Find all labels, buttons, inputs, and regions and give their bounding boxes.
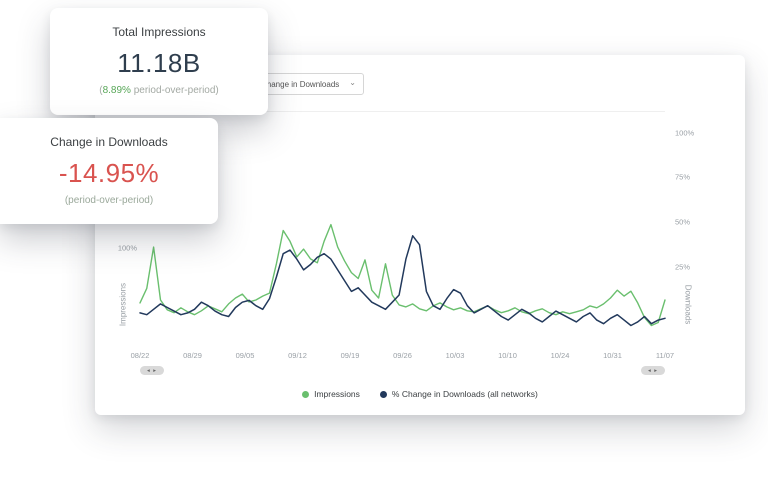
right-axis-tick: 75% xyxy=(675,172,691,182)
right-axis-tick: 25% xyxy=(675,262,691,272)
x-axis-tick-label: 10/24 xyxy=(550,351,570,360)
x-axis-tick-label: 09/12 xyxy=(288,351,307,360)
x-axis-tick-label: 10/03 xyxy=(445,351,465,360)
legend-dot-icon xyxy=(302,390,310,398)
chart-plot-area xyxy=(139,111,666,347)
x-axis-tick-label: 10/10 xyxy=(498,351,517,360)
x-axis-tick-label: 10/31 xyxy=(603,351,622,360)
left-axis-tick: 100% xyxy=(117,243,137,253)
chart-series-left xyxy=(139,223,666,327)
chart-scroll-left-control[interactable]: ◂ ▸ xyxy=(140,366,164,375)
right-axis-title: Downloads xyxy=(683,284,693,325)
chart-series-right xyxy=(139,235,666,327)
stat-card-subtitle: (period-over-period) xyxy=(64,195,154,206)
paren-open: ( xyxy=(99,85,103,96)
left-axis-title: Impressions xyxy=(118,282,128,327)
stat-card-total-impressions: Total Impressions 11.18B (8.89% period-o… xyxy=(50,8,268,115)
x-axis-tick-label: 08/22 xyxy=(130,351,150,360)
legend-dot-icon xyxy=(379,390,387,398)
x-axis-tick-label: 09/26 xyxy=(393,351,412,360)
chart-legend: Impressions % Change in Downloads (all ne… xyxy=(95,386,745,402)
legend-item-0[interactable]: Impressions xyxy=(302,389,360,399)
right-axis-ticks: 100% 75% 50% 25% xyxy=(675,111,715,346)
legend-label: % Change in Downloads (all networks) xyxy=(391,389,538,399)
stat-card-value: 11.18B xyxy=(117,48,201,78)
stat-card-change-in-downloads: Change in Downloads -14.95% (period-over… xyxy=(0,118,218,224)
delta-percent: 8.89% xyxy=(102,85,131,96)
x-axis-tick-label: 08/29 xyxy=(183,351,202,360)
metric-select-dropdown[interactable]: Change in Downloads ⌄ xyxy=(253,73,364,95)
chart-scroll-right-control[interactable]: ◂ ▸ xyxy=(641,366,665,375)
right-axis-tick: 50% xyxy=(675,217,691,227)
stat-card-value: -14.95% xyxy=(58,158,160,188)
metric-select-value: Change in Downloads xyxy=(261,79,340,89)
x-axis-tick-label: 11/07 xyxy=(655,351,675,360)
right-axis-tick: 100% xyxy=(675,128,695,138)
dashboard-panel: Change in Downloads ⌄ 100% 100% 75% 50% 25%… xyxy=(95,55,745,415)
stat-card-subtitle: (8.89% period-over-period) xyxy=(50,85,268,96)
stat-card-title: Total Impressions xyxy=(112,25,206,39)
x-axis-labels: 08/22 08/29 09/05 09/12 09/19 09/26 10/03 10/10… xyxy=(131,351,675,363)
chevron-down-icon: ⌄ xyxy=(349,78,356,87)
left-axis-ticks: 100% xyxy=(109,111,137,346)
x-axis-tick-label: 09/19 xyxy=(340,351,360,360)
legend-label: Impressions xyxy=(314,389,360,399)
chart-canvas xyxy=(139,223,666,327)
legend-item-1[interactable]: % Change in Downloads (all networks) xyxy=(379,389,538,399)
period-label: period-over-period) xyxy=(130,85,219,96)
x-axis-tick-label: 09/05 xyxy=(235,351,255,360)
stat-card-title: Change in Downloads xyxy=(50,135,168,149)
